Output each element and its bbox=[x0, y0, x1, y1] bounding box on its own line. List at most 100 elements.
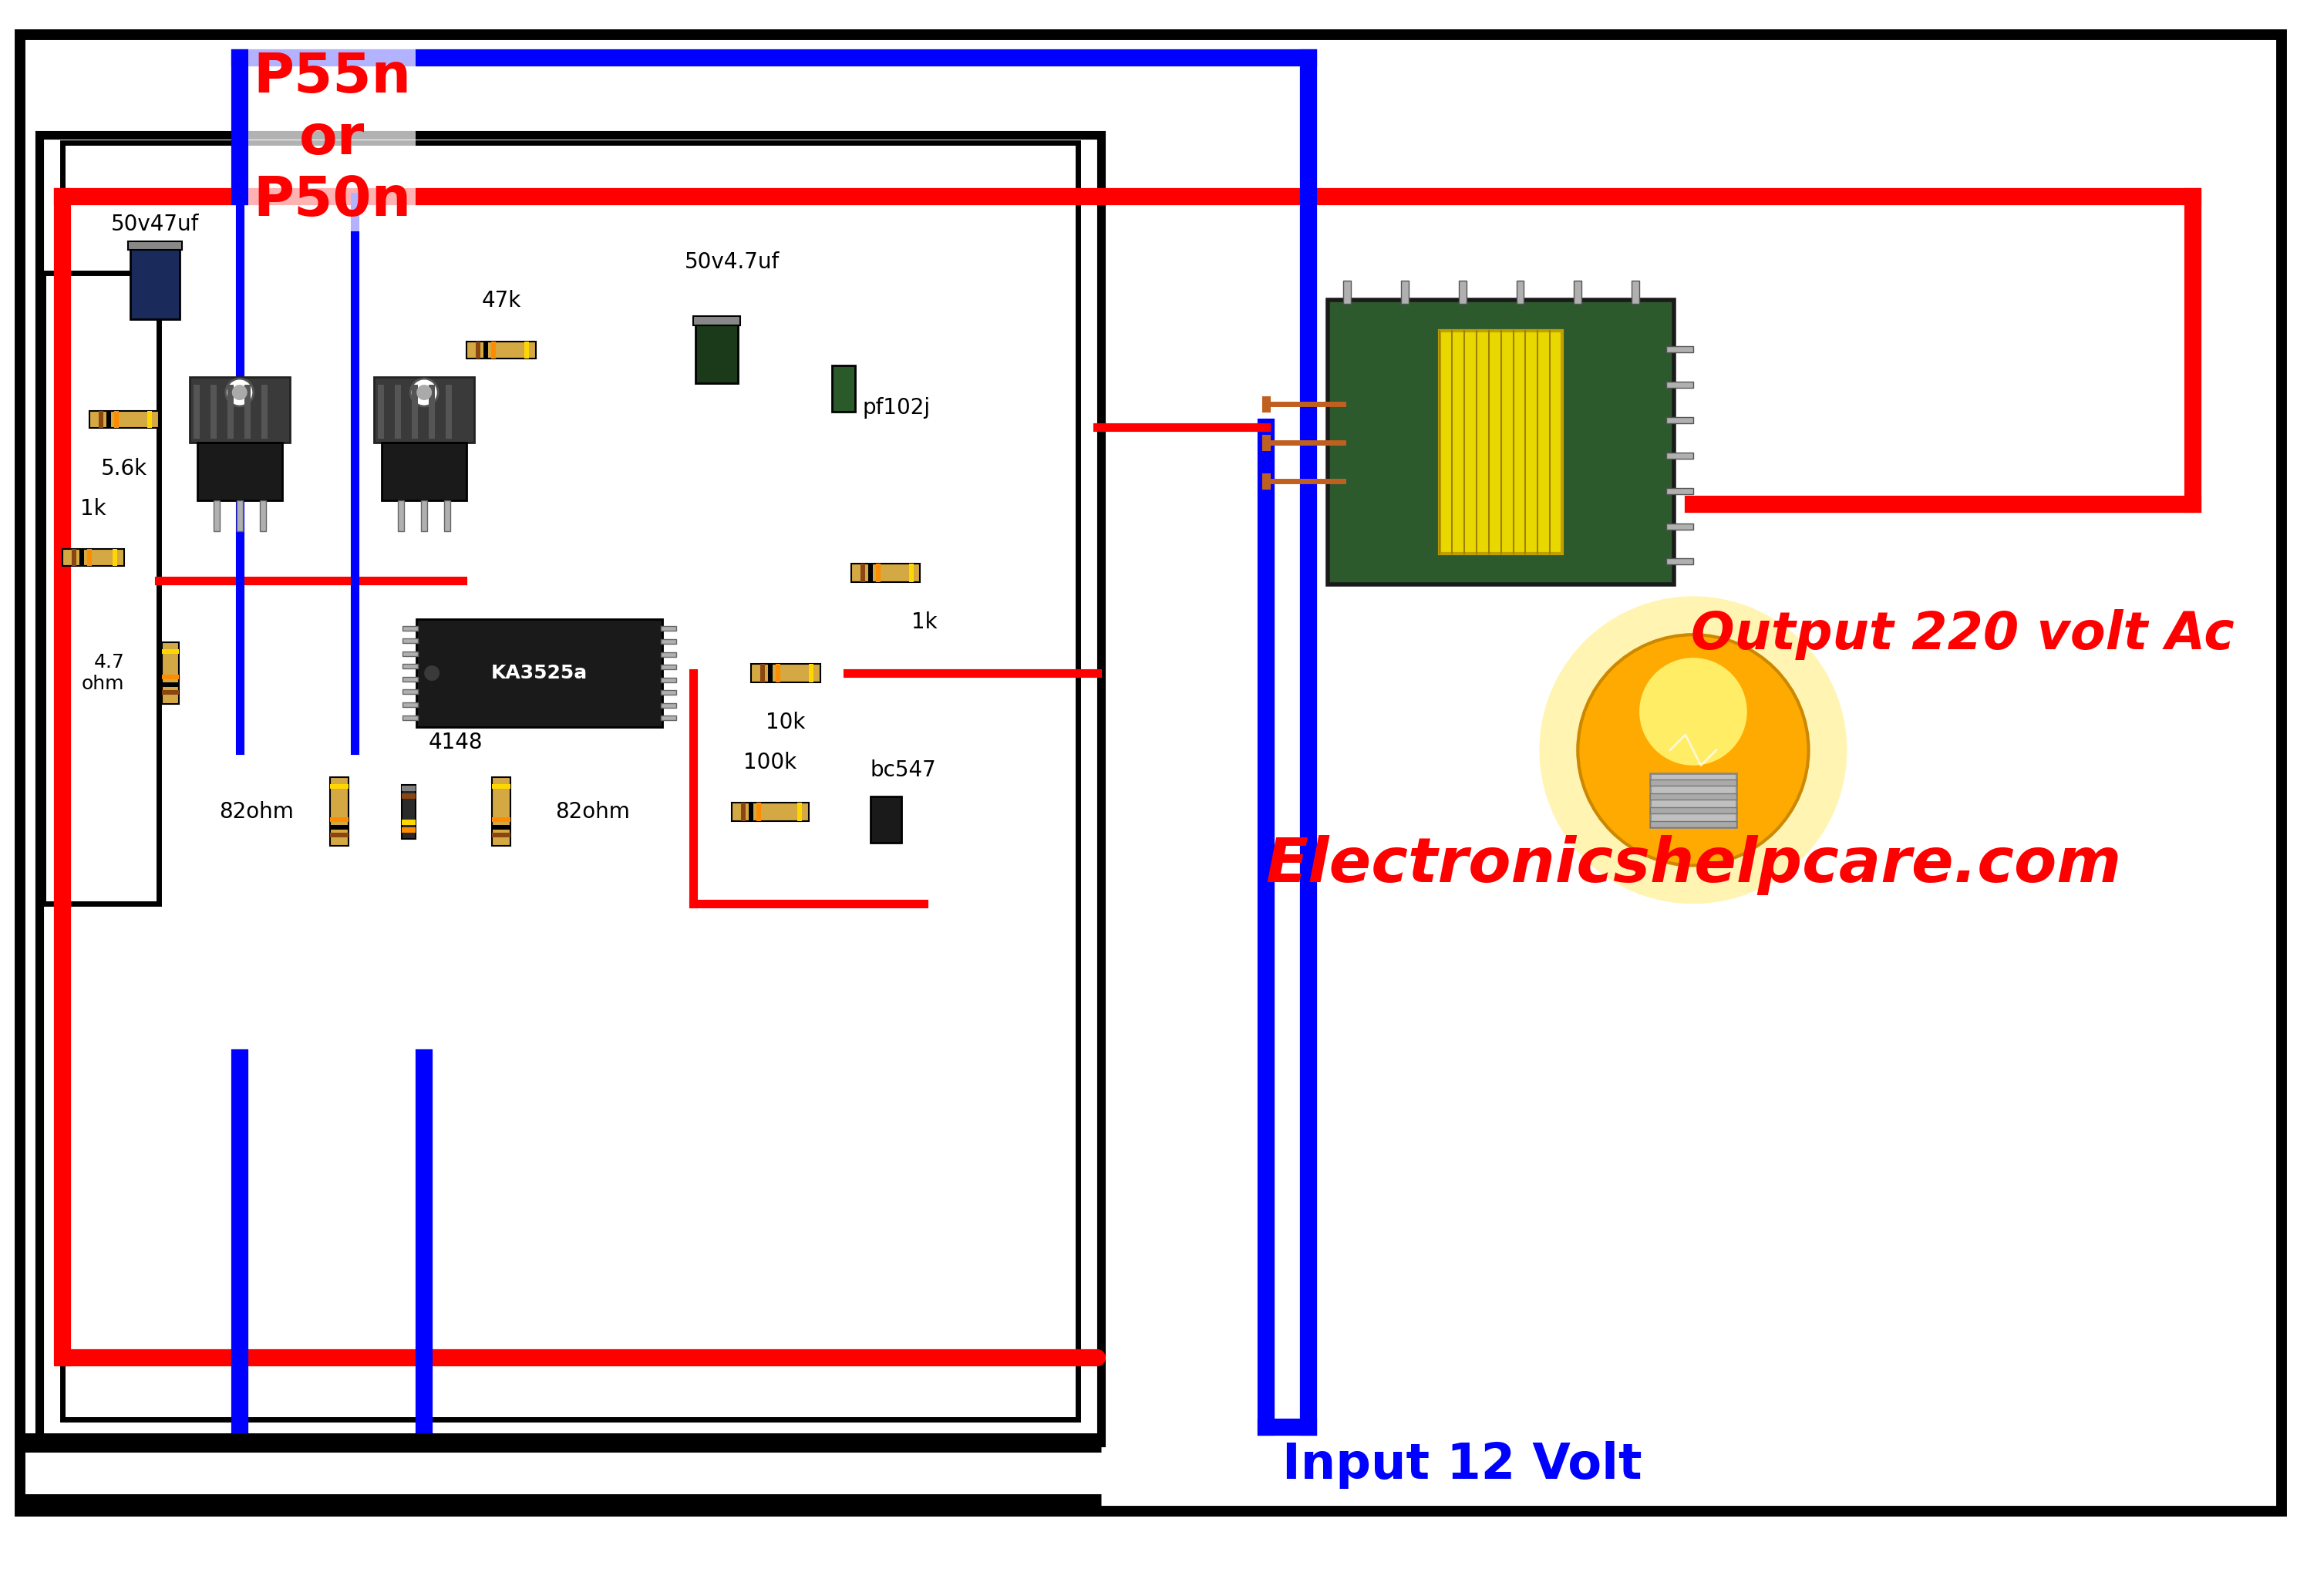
Bar bbox=[330, 833, 348, 836]
Bar bbox=[161, 642, 180, 704]
Bar bbox=[238, 500, 242, 531]
Bar bbox=[1650, 779, 1737, 785]
Bar bbox=[148, 410, 152, 428]
Bar bbox=[39, 134, 1100, 1443]
Bar bbox=[194, 385, 201, 439]
Bar bbox=[401, 793, 415, 798]
Bar bbox=[210, 385, 217, 439]
Bar bbox=[1650, 793, 1737, 800]
Bar bbox=[404, 626, 418, 630]
Bar bbox=[1631, 281, 1640, 303]
Bar bbox=[228, 385, 233, 439]
Text: Output 220 volt Ac: Output 220 volt Ac bbox=[1691, 610, 2233, 661]
Bar bbox=[757, 803, 761, 820]
Text: Electronicshelpcare.com: Electronicshelpcare.com bbox=[1264, 835, 2120, 895]
Bar bbox=[833, 365, 856, 412]
Text: 4148: 4148 bbox=[429, 731, 482, 753]
Bar bbox=[491, 342, 496, 359]
Bar bbox=[877, 563, 881, 583]
Bar bbox=[418, 619, 662, 728]
Bar bbox=[413, 385, 418, 439]
Bar bbox=[741, 803, 745, 820]
Bar bbox=[429, 385, 436, 439]
Text: bc547: bc547 bbox=[870, 760, 937, 780]
Bar bbox=[401, 785, 415, 790]
Bar bbox=[161, 675, 180, 680]
Bar bbox=[198, 442, 281, 500]
Bar bbox=[404, 651, 418, 656]
Text: KA3525a: KA3525a bbox=[491, 664, 588, 683]
Bar bbox=[752, 664, 821, 683]
Bar bbox=[1516, 281, 1525, 303]
Text: P55n
or
P50n: P55n or P50n bbox=[254, 51, 411, 227]
Bar bbox=[72, 549, 76, 567]
Text: 50v47uf: 50v47uf bbox=[111, 214, 198, 235]
Text: 50v4.7uf: 50v4.7uf bbox=[685, 252, 780, 273]
Bar bbox=[422, 500, 427, 531]
Bar bbox=[662, 664, 676, 669]
Bar bbox=[491, 817, 510, 822]
Text: 1k: 1k bbox=[911, 611, 937, 634]
Bar bbox=[330, 825, 348, 830]
Text: Input 12 Volt: Input 12 Volt bbox=[1283, 1441, 1643, 1489]
Bar bbox=[81, 549, 85, 567]
Bar bbox=[1666, 488, 1693, 495]
Text: 1k: 1k bbox=[81, 498, 106, 519]
Circle shape bbox=[424, 666, 441, 681]
Bar bbox=[394, 385, 401, 439]
Text: 82ohm: 82ohm bbox=[556, 801, 630, 822]
Bar bbox=[401, 827, 415, 833]
Bar bbox=[62, 142, 1077, 1419]
Bar bbox=[1400, 281, 1410, 303]
Bar bbox=[1650, 808, 1737, 812]
Bar bbox=[401, 819, 415, 825]
Text: pf102j: pf102j bbox=[863, 397, 930, 418]
Bar bbox=[189, 377, 291, 442]
Bar bbox=[330, 784, 348, 788]
Bar bbox=[861, 563, 865, 583]
Bar bbox=[378, 385, 385, 439]
Bar bbox=[775, 664, 780, 683]
Bar bbox=[404, 664, 418, 669]
Bar bbox=[374, 377, 475, 442]
Bar bbox=[1343, 281, 1352, 303]
Bar bbox=[261, 385, 268, 439]
Bar bbox=[127, 241, 182, 251]
Bar bbox=[161, 650, 180, 654]
Bar bbox=[909, 563, 914, 583]
Bar bbox=[115, 410, 120, 428]
Bar bbox=[761, 664, 766, 683]
Text: 47k: 47k bbox=[482, 290, 521, 311]
Bar bbox=[731, 803, 810, 820]
Bar bbox=[662, 653, 676, 658]
Bar bbox=[694, 318, 738, 383]
Bar bbox=[810, 664, 814, 683]
Bar bbox=[245, 385, 251, 439]
Bar bbox=[90, 410, 159, 428]
Bar bbox=[161, 683, 180, 686]
Bar bbox=[404, 677, 418, 681]
Bar bbox=[261, 500, 265, 531]
Bar bbox=[383, 442, 466, 500]
Bar bbox=[692, 316, 741, 326]
Bar bbox=[491, 833, 510, 836]
Bar bbox=[113, 549, 118, 567]
Bar bbox=[1666, 346, 1693, 353]
Circle shape bbox=[1640, 658, 1746, 766]
Bar bbox=[1329, 300, 1675, 584]
Bar bbox=[491, 777, 510, 846]
Bar bbox=[1666, 417, 1693, 423]
Bar bbox=[330, 817, 348, 822]
Bar bbox=[867, 563, 872, 583]
Text: 82ohm: 82ohm bbox=[219, 801, 293, 822]
Bar bbox=[330, 777, 348, 846]
Text: 10k: 10k bbox=[766, 712, 805, 733]
Bar bbox=[1458, 281, 1467, 303]
Circle shape bbox=[418, 385, 431, 401]
Bar bbox=[870, 796, 902, 843]
Bar bbox=[1666, 381, 1693, 388]
Circle shape bbox=[226, 378, 254, 407]
Bar bbox=[662, 715, 676, 720]
Bar bbox=[491, 825, 510, 830]
Circle shape bbox=[1578, 635, 1809, 865]
